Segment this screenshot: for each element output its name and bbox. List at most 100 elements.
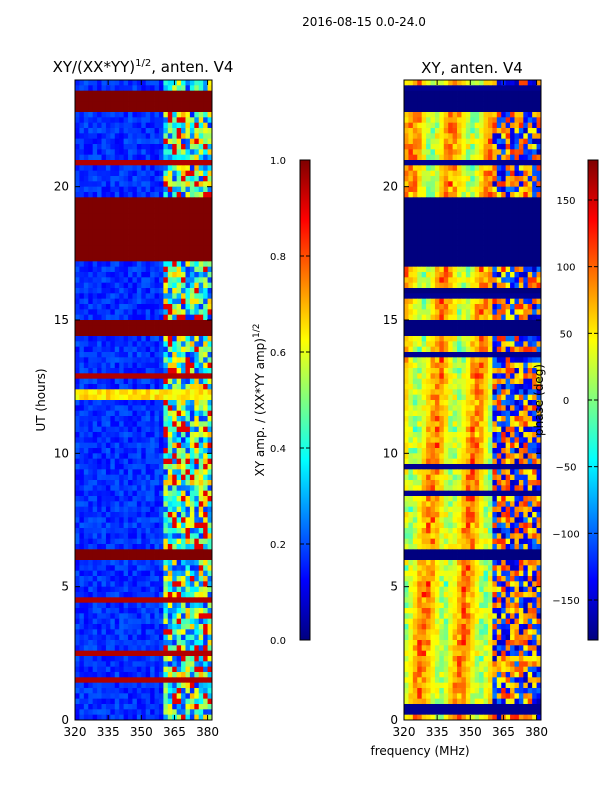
heatmap-cell [426,192,431,198]
heatmap-cell [97,384,102,390]
heatmap-cell [123,133,129,140]
heatmap-cell [487,112,493,118]
heatmap-cell [523,192,529,198]
heatmap-cell [198,112,204,118]
heatmap-cell [510,122,515,129]
heatmap-cell [158,293,164,300]
heatmap-cell [119,704,125,710]
heatmap-cell [474,101,480,108]
heatmap-cell [189,101,195,108]
heatmap-cell [452,277,458,284]
heatmap-cell [203,314,208,321]
heatmap-cell [75,186,80,193]
heatmap-cell [114,528,120,534]
heatmap-cell [203,277,208,284]
heatmap-cell [158,384,164,390]
heatmap-cell [487,282,493,289]
heatmap-cell [101,672,107,678]
heatmap-cell [88,442,94,449]
heatmap-cell [421,282,427,289]
heatmap-cell [514,101,520,108]
heatmap-cell [75,384,80,390]
heatmap-cell [141,432,147,438]
heatmap-cell [119,544,125,550]
heatmap-cell [185,672,191,678]
heatmap-cell [88,144,94,150]
heatmap-cell [510,144,515,150]
heatmap-cell [181,106,186,113]
heatmap-cell [505,122,511,129]
heatmap-cell [536,192,542,198]
heatmap-cell [501,133,507,140]
heatmap-cell [417,234,423,241]
heatmap-cell [536,266,542,273]
heatmap-cell [417,229,423,236]
heatmap-cell [465,144,471,150]
heatmap-cell [532,245,537,252]
heatmap-cell [465,176,471,182]
heatmap-cell [181,576,186,582]
heatmap-cell [128,640,133,646]
heatmap-cell [154,208,160,214]
heatmap-cell [514,165,520,172]
heatmap-cell [532,202,537,209]
heatmap-cell [83,277,89,284]
heatmap-cell [185,250,191,257]
heatmap-cell [465,245,471,252]
heatmap-cell [172,154,178,161]
heatmap-cell [119,154,125,161]
amplitude-ylabel: UT (hours) [34,368,48,431]
heatmap-cell [145,117,151,124]
heatmap-cell [79,410,85,417]
heatmap-cell [189,160,195,166]
heatmap-cell [110,336,116,342]
heatmap-cell [92,480,98,486]
heatmap-cell [163,597,169,604]
heatmap-cell [150,165,155,172]
heatmap-cell [83,490,89,497]
heatmap-cell [88,272,94,278]
heatmap-cell [483,128,489,134]
heatmap-cell [92,90,98,97]
heatmap-cell [145,85,151,92]
heatmap-cell [434,165,440,172]
heatmap-cell [443,224,449,230]
heatmap-cell [532,229,537,236]
heatmap-cell [207,346,213,353]
heatmap-cell [163,389,169,396]
heatmap-cell [207,698,213,705]
heatmap-cell [88,629,94,636]
heatmap-cell [83,650,89,657]
heatmap-cell [150,346,155,353]
heatmap-cell [496,277,502,284]
heatmap-cell [136,677,142,684]
heatmap-cell [141,426,147,433]
heatmap-cell [128,101,133,108]
heatmap-cell [114,400,120,406]
heatmap-cell [181,560,186,566]
heatmap-cell [198,448,204,454]
heatmap-cell [465,229,471,236]
heatmap-cell [110,570,116,577]
heatmap-cell [110,704,116,710]
heatmap-cell [154,277,160,284]
heatmap-cell [123,362,129,369]
heatmap-cell [119,90,125,97]
heatmap-cell [203,245,208,252]
heatmap-cell [203,624,208,630]
heatmap-cell [207,485,213,492]
heatmap-cell [150,229,155,236]
heatmap-cell [176,693,182,700]
heatmap-cell [150,453,155,460]
heatmap-cell [479,80,484,86]
heatmap-cell [132,501,138,508]
heatmap-cell [141,570,147,577]
heatmap-cell [194,421,200,428]
heatmap-cell [114,576,120,582]
heatmap-cell [132,320,138,326]
heatmap-cell [172,602,178,609]
heatmap-cell [207,149,213,156]
heatmap-cell [154,666,160,673]
heatmap-cell [207,682,213,689]
heatmap-cell [412,250,418,257]
